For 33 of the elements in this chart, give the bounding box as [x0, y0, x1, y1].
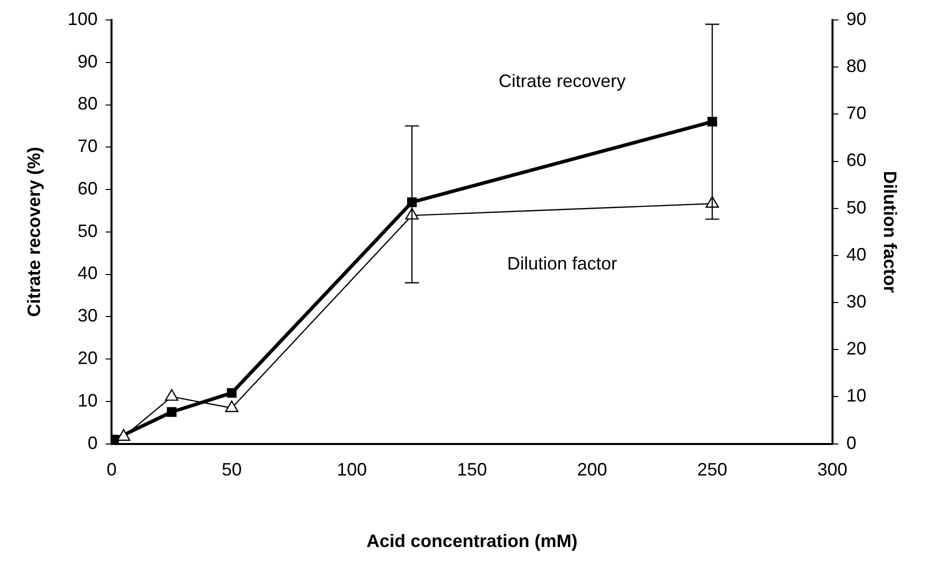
y-tick-label: 20 — [78, 348, 98, 368]
y2-tick-label: 80 — [846, 56, 866, 76]
y-tick-label: 0 — [88, 432, 98, 453]
y-tick-label: 10 — [78, 390, 98, 410]
y2-axis-title: Dilution factor — [880, 170, 900, 293]
x-tick-label: 50 — [222, 460, 242, 480]
y2-tick-label: 20 — [846, 338, 866, 359]
y2-tick-label: 70 — [846, 103, 866, 124]
y2-tick-label: 60 — [846, 150, 866, 170]
y2-tick-label: 50 — [846, 197, 866, 218]
x-tick-label: 250 — [697, 460, 728, 480]
y2-tick-label: 90 — [846, 8, 866, 29]
y-tick-label: 100 — [68, 8, 98, 29]
y-tick-label: 50 — [78, 220, 98, 241]
y-tick-label: 80 — [78, 94, 98, 114]
y2-tick-label: 10 — [846, 386, 866, 406]
y-tick-label: 40 — [78, 263, 98, 284]
y-tick-label: 60 — [78, 178, 98, 198]
text: Citrate recovery — [498, 70, 626, 91]
y2-tick-label: 30 — [846, 292, 866, 312]
y2-tick-label: 40 — [846, 244, 866, 264]
x-tick-label: 300 — [817, 460, 848, 480]
y2-tick-label: 0 — [846, 432, 856, 453]
text: Dilution factor — [507, 254, 618, 274]
x-tick-label: 100 — [336, 460, 367, 480]
y-tick-label: 70 — [78, 136, 98, 156]
x-axis-title: Acid concentration (mM) — [366, 531, 578, 552]
y-tick-label: 30 — [78, 306, 98, 326]
y-tick-label: 90 — [78, 51, 98, 72]
x-tick-label: 150 — [456, 460, 488, 480]
x-tick-label: 0 — [106, 460, 117, 480]
x-tick-label: 200 — [577, 460, 608, 480]
y-axis-title: Citrate recovery (%) — [24, 146, 44, 317]
